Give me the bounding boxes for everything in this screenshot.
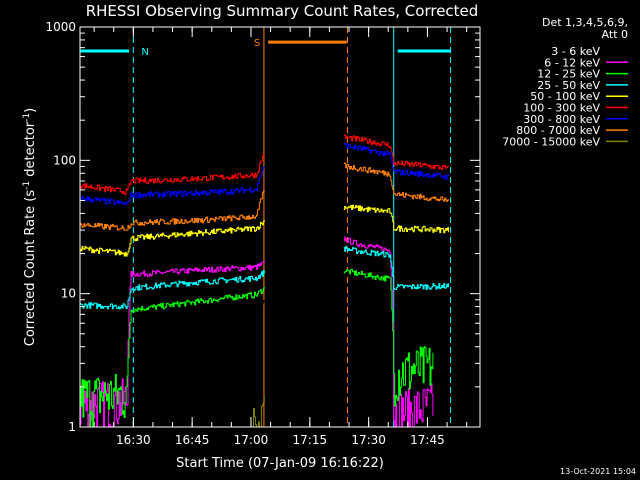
- chart-title: RHESSI Observing Summary Count Rates, Co…: [86, 2, 479, 20]
- legend-header-line2: Att 0: [602, 28, 628, 41]
- axes-layer: 1 10 100 1000 16:30 16:45 17:00 17:15 17:30 17:45: [45, 20, 480, 447]
- plot-frame: [79, 26, 481, 428]
- x-tick-label-0: 16:30: [116, 433, 151, 447]
- series-line-2: [80, 268, 434, 428]
- legend-label-5: 100 - 300 keV: [523, 102, 600, 115]
- series-line-4: [80, 204, 450, 257]
- series-line-7: [80, 162, 450, 231]
- legend-label-6: 300 - 800 keV: [523, 113, 600, 126]
- y-axis-label: Corrected Count Rate (s-1 detector-1): [22, 108, 38, 346]
- y-tick-label-2: 100: [53, 153, 76, 167]
- y-tick-label-1: 10: [61, 287, 76, 301]
- annotation-label-saa-1: S: [254, 38, 260, 49]
- series-line-6: [80, 142, 450, 206]
- x-tick-label-3: 17:15: [293, 433, 328, 447]
- legend-label-4: 50 - 100 keV: [530, 90, 600, 103]
- footer-timestamp: 13-Oct-2021 15:04: [560, 467, 636, 476]
- y-axis-label-end: ): [23, 108, 38, 113]
- legend-label-8: 7000 - 15000 keV: [502, 135, 600, 148]
- x-axis-label: Start Time (07-Jan-09 16:16:22): [176, 456, 384, 471]
- y-axis-label-main: Corrected Count Rate (s: [23, 190, 38, 347]
- y-tick-label-0: 1: [68, 420, 76, 434]
- x-tick-label-4: 17:30: [351, 433, 386, 447]
- legend-label-7: 800 - 7000 keV: [516, 124, 600, 137]
- legend-label-3: 25 - 50 keV: [537, 79, 600, 92]
- legend-label-2: 12 - 25 keV: [537, 68, 600, 81]
- y-axis-label-sup2: -1: [22, 113, 32, 122]
- series-line-5: [80, 134, 450, 195]
- legend-label-1: 6 - 12 keV: [544, 56, 600, 69]
- series-line-8: [252, 395, 265, 428]
- y-axis-label-sup1: -1: [22, 181, 32, 190]
- x-tick-label-2: 17:00: [234, 433, 269, 447]
- data-layer: NS: [80, 27, 452, 428]
- annotation-label-night-0: N: [141, 47, 148, 58]
- series-line-3: [80, 245, 450, 310]
- x-tick-label-1: 16:45: [175, 433, 210, 447]
- legend-label-0: 3 - 6 keV: [551, 45, 600, 58]
- legend-header-line1: Det 1,3,4,5,6,9,: [542, 16, 628, 29]
- y-tick-label-3: 1000: [45, 20, 76, 34]
- x-tick-label-5: 17:45: [410, 433, 445, 447]
- y-axis-label-mid: detector: [23, 121, 38, 181]
